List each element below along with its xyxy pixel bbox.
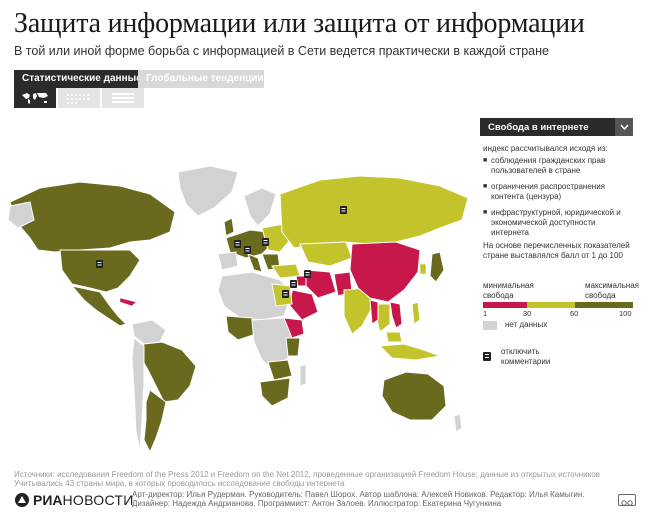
russia-region xyxy=(279,175,469,249)
iberia-region xyxy=(217,251,239,271)
china-region xyxy=(349,241,421,303)
credits-text: Арт-директор: Илья Рудерман. Руководител… xyxy=(132,490,585,508)
scoring-note: На основе перечисленных показателей стра… xyxy=(483,241,630,260)
scale-segment-high xyxy=(575,302,633,308)
logo-novosti-text: НОВОСТИ xyxy=(62,492,134,508)
sources-text: Источники: исследования Freedom of the P… xyxy=(14,470,600,488)
world-map xyxy=(7,165,469,454)
list-view-button[interactable] xyxy=(102,88,144,108)
toggle-comments-button[interactable]: отключить комментарии xyxy=(483,347,571,367)
kazakhstan-region xyxy=(299,241,353,267)
mexico-region xyxy=(70,285,127,327)
scale-tick: 100 xyxy=(619,309,632,318)
criterion-item: ■ соблюдения гражданских прав пользовате… xyxy=(483,156,633,176)
argentina-region xyxy=(143,389,167,454)
bullet-icon: ■ xyxy=(483,157,488,164)
zambia-region xyxy=(267,359,293,381)
indonesia-region xyxy=(378,343,442,361)
ria-logo-mark-icon xyxy=(15,493,29,507)
cuba-region xyxy=(119,297,137,307)
comment-icon[interactable] xyxy=(290,280,297,288)
philippines-region xyxy=(411,301,421,325)
south-korea-region xyxy=(419,263,427,275)
comment-icon[interactable] xyxy=(234,240,241,248)
vietnam-region xyxy=(389,301,403,329)
scandinavia-region xyxy=(243,187,277,227)
ethiopia-region xyxy=(283,317,305,339)
bullet-icon: ■ xyxy=(483,183,488,190)
no-data-swatch xyxy=(483,320,497,330)
view-switcher xyxy=(14,88,146,108)
malaysia-region xyxy=(385,331,403,343)
andes-grey xyxy=(131,337,145,451)
tab-global-trends[interactable]: Глобальные тенденции xyxy=(138,70,264,88)
license-icon[interactable] xyxy=(618,494,636,506)
tab-statistics[interactable]: Статистические данные xyxy=(14,70,142,88)
comment-icon[interactable] xyxy=(96,260,103,268)
criterion-item: ■ инфраструктурной, юридической и эконом… xyxy=(483,208,633,238)
page-subtitle: В той или иной форме борьба с информацие… xyxy=(14,44,549,58)
chevron-down-icon[interactable] xyxy=(615,118,633,136)
alaska-region xyxy=(7,201,35,229)
scale-tick: 30 xyxy=(523,309,532,318)
usa-region xyxy=(59,249,141,293)
list-icon xyxy=(112,93,134,103)
index-intro: индекс рассчитывался исходя из: xyxy=(483,144,608,153)
indicator-dropdown[interactable]: Свобода в интернете xyxy=(480,118,633,136)
australia-region xyxy=(381,371,447,421)
color-scale xyxy=(483,302,633,308)
dropdown-value: Свобода в интернете xyxy=(488,121,589,133)
min-freedom-label: минимальная свобода xyxy=(483,281,534,300)
scale-segment-low xyxy=(483,302,527,308)
criterion-text: ограничения распространения контента (це… xyxy=(491,182,605,201)
grid-view-button[interactable] xyxy=(58,88,100,108)
scale-segment-mid xyxy=(527,302,575,308)
criterion-text: соблюдения гражданских прав пользователе… xyxy=(491,156,606,175)
comment-icon[interactable] xyxy=(304,270,311,278)
no-data-label: нет данных xyxy=(505,320,548,329)
comment-icon[interactable] xyxy=(282,290,289,298)
footer: РИА НОВОСТИ Арт-директор: Илья Рудерман.… xyxy=(14,490,636,512)
uk-region xyxy=(223,217,235,237)
greenland-region xyxy=(177,165,239,217)
comment-icon[interactable] xyxy=(340,206,347,214)
max-freedom-label: максимальная свобода xyxy=(585,281,639,300)
logo-ria-text: РИА xyxy=(33,492,63,508)
comment-markers xyxy=(96,206,347,298)
criterion-text: инфраструктурной, юридической и экономич… xyxy=(491,208,621,237)
criterion-item: ■ ограничения распространения контента (… xyxy=(483,182,633,202)
japan-region xyxy=(429,251,445,283)
burma-region xyxy=(369,299,379,325)
tab-bar: Статистические данные Глобальные тенденц… xyxy=(14,70,264,88)
dotted-grid-icon xyxy=(67,94,89,104)
new-zealand-region xyxy=(453,413,463,433)
iran-region xyxy=(305,269,337,299)
italy-region xyxy=(247,253,263,273)
page-title: Защита информации или защита от информац… xyxy=(14,8,585,39)
kenya-region xyxy=(285,337,301,357)
madagascar-region xyxy=(299,363,307,387)
canada-region xyxy=(9,181,176,253)
no-data-legend: нет данных xyxy=(483,320,547,330)
toggle-comments-label: отключить комментарии xyxy=(501,347,551,366)
map-view-button[interactable] xyxy=(14,88,56,108)
world-map-icon xyxy=(22,93,48,104)
comment-icon xyxy=(483,348,493,366)
west-africa-region xyxy=(225,315,257,341)
south-africa-region xyxy=(259,377,291,407)
bullet-icon: ■ xyxy=(483,209,488,216)
comment-icon[interactable] xyxy=(244,246,251,254)
ria-logo[interactable]: РИА НОВОСТИ xyxy=(14,492,134,508)
scale-tick: 1 xyxy=(483,309,488,318)
brazil-region xyxy=(139,341,197,403)
scale-tick: 60 xyxy=(570,309,579,318)
comment-icon[interactable] xyxy=(262,238,269,246)
legend-panel: Свобода в интернете xyxy=(480,118,633,136)
scale-ticks: 1 30 60 100 xyxy=(483,309,633,321)
